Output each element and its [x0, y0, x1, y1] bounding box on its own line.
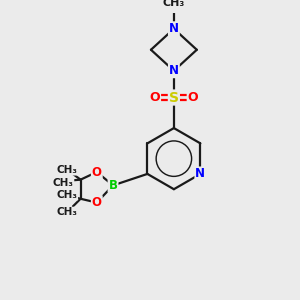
Text: O: O	[188, 91, 198, 104]
Text: N: N	[169, 22, 179, 35]
Text: O: O	[92, 166, 102, 178]
Text: CH₃: CH₃	[163, 0, 185, 8]
Text: CH₃: CH₃	[57, 190, 78, 200]
Text: B: B	[109, 179, 118, 192]
Text: O: O	[92, 196, 102, 209]
Text: O: O	[149, 91, 160, 104]
Text: N: N	[195, 167, 205, 180]
Text: S: S	[169, 91, 179, 104]
Text: N: N	[169, 64, 179, 77]
Text: CH₃: CH₃	[57, 165, 78, 175]
Text: CH₃: CH₃	[57, 207, 78, 217]
Text: CH₃: CH₃	[53, 178, 74, 188]
